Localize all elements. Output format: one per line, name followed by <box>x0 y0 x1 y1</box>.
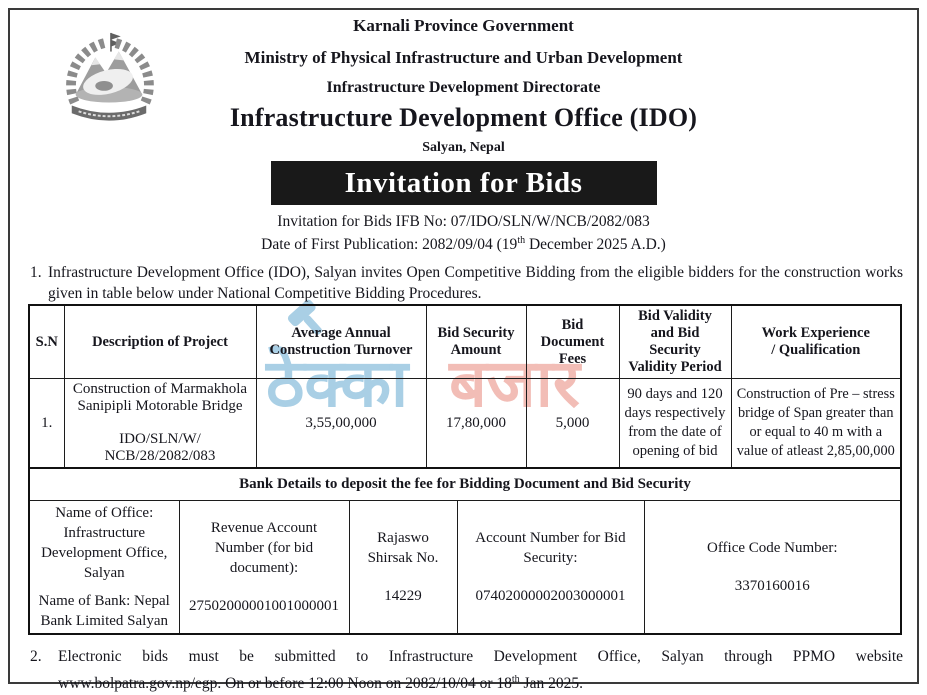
cell-office-code: Office Code Number: 3370160016 <box>643 500 902 635</box>
cell-office-and-bank-name: Name of Office: Infrastructure Developme… <box>28 500 180 635</box>
bank-details-title: Bank Details to deposit the fee for Bidd… <box>28 467 902 502</box>
bank-details-table: Bank Details to deposit the fee for Bidd… <box>28 467 903 636</box>
org-line-office: Infrastructure Development Office (IDO) <box>229 103 698 132</box>
bank-details-title-row: Bank Details to deposit the fee for Bidd… <box>28 467 902 502</box>
col-header-turnover: Average Annual Construction Turnover <box>255 304 427 380</box>
paragraph-1-line-1: Infrastructure Development Office (IDO),… <box>48 264 903 282</box>
org-line-location: Salyan, Nepal <box>422 140 505 155</box>
bid-security-account-number: 07402000002003000001 <box>475 588 626 605</box>
bid-table: S.N Description of Project Average Annua… <box>28 304 902 470</box>
deadline-sup: th <box>511 674 520 686</box>
col-header-experience: Work Experience / Qualification <box>730 304 902 380</box>
cell-bid-security: 17,80,000 <box>425 378 527 469</box>
rajaswo-shirsak-number: 14229 <box>384 588 422 605</box>
nepal-emblem-logo <box>55 30 163 128</box>
cell-doc-fees: 5,000 <box>525 378 620 469</box>
ifb-number-line: Invitation for Bids IFB No: 07/IDO/SLN/W… <box>277 213 650 230</box>
deadline-post: Jan 2025. <box>519 675 583 693</box>
col-header-description: Description of Project <box>63 304 257 380</box>
bid-table-data-row: 1. Construction of Marmakhola Sanipipli … <box>28 378 902 469</box>
office-code-number: 3370160016 <box>734 578 810 595</box>
publication-date-line: Date of First Publication: 2082/09/04 (1… <box>10 235 917 254</box>
revenue-account-number: 27502000001001000001 <box>189 598 339 615</box>
col-header-bid-security: Bid Security Amount <box>425 304 527 380</box>
paragraph-2-number: 2. <box>30 648 42 666</box>
cell-rajaswo-shirsak: Rajaswo Shirsak No. 14229 <box>348 500 458 635</box>
org-line-directorate: Infrastructure Development Directorate <box>326 79 601 96</box>
paragraph-2-line-2: www.bolpatra.gov.np/egp. On or before 12… <box>58 668 903 695</box>
bank-details-data-row: Name of Office: Infrastructure Developme… <box>28 500 902 635</box>
bid-table-header-row: S.N Description of Project Average Annua… <box>28 304 902 380</box>
paragraph-1: 1. Infrastructure Development Office (ID… <box>30 262 903 304</box>
publication-date-post: December 2025 A.D.) <box>525 236 666 254</box>
cell-description: Construction of Marmakhola Sanipipli Mot… <box>63 378 257 469</box>
paragraph-1-number: 1. <box>30 264 42 282</box>
cell-bid-security-account: Account Number for Bid Security: 0740200… <box>456 500 645 635</box>
paragraph-2-line-1: Electronic bids must be submitted to Inf… <box>58 648 903 666</box>
paragraph-2: 2. Electronic bids must be submitted to … <box>30 645 903 695</box>
invitation-banner: Invitation for Bids <box>270 161 657 205</box>
cell-sn: 1. <box>28 378 65 469</box>
cell-revenue-account: Revenue Account Number (for bid document… <box>178 500 350 635</box>
cell-validity: 90 days and 120 days respectively from t… <box>618 378 732 469</box>
org-line-ministry: Ministry of Physical Infrastructure and … <box>244 48 683 67</box>
org-line-province: Karnali Province Government <box>353 16 574 35</box>
cell-turnover: 3,55,00,000 <box>255 378 427 469</box>
publication-date-sup: th <box>517 235 526 246</box>
invitation-banner-title: Invitation for Bids <box>344 166 583 199</box>
publication-date-pre: Date of First Publication: 2082/09/04 (1… <box>261 236 518 254</box>
cell-experience: Construction of Pre – stress bridge of S… <box>730 378 902 469</box>
page-border <box>8 8 919 684</box>
ppmo-website-url: www.bolpatra.gov.np/egp. On or before 12… <box>58 675 512 693</box>
paragraph-1-line-2: given in table below under National Comp… <box>48 285 482 303</box>
col-header-validity: Bid Validity and Bid Security Validity Peri… <box>618 304 732 380</box>
col-header-doc-fees: Bid Document Fees <box>525 304 620 380</box>
col-header-sn: S.N <box>28 304 65 380</box>
